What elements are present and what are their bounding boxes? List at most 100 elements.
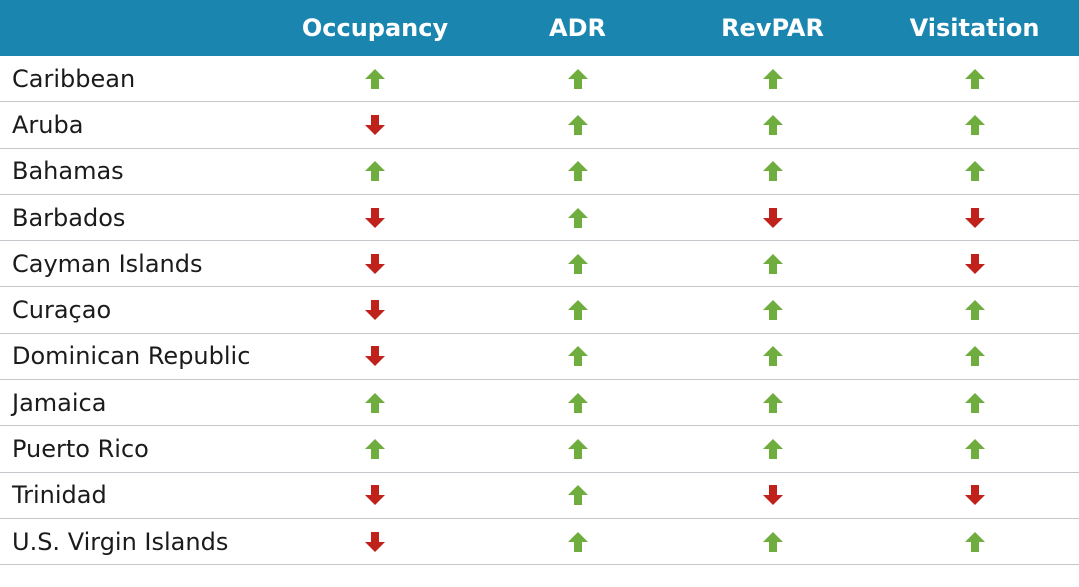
arrow-up-icon — [567, 392, 588, 413]
arrow-up-icon — [567, 253, 588, 274]
arrow-down-icon — [762, 485, 783, 506]
cell-occupancy — [270, 483, 480, 507]
cell-revpar — [675, 113, 870, 137]
region-label: Puerto Rico — [12, 435, 149, 464]
cell-visitation — [870, 252, 1079, 276]
cell-adr — [480, 391, 675, 415]
cell-adr — [480, 483, 675, 507]
region-label: Cayman Islands — [12, 249, 203, 278]
cell-visitation — [870, 159, 1079, 183]
table-row: Bahamas — [0, 149, 1079, 195]
arrow-up-icon — [567, 346, 588, 367]
cell-revpar — [675, 67, 870, 91]
cell-occupancy — [270, 252, 480, 276]
region-label: Jamaica — [12, 388, 107, 417]
arrow-up-icon — [964, 114, 985, 135]
arrow-up-icon — [964, 439, 985, 460]
cell-adr — [480, 298, 675, 322]
cell-revpar — [675, 391, 870, 415]
cell-occupancy — [270, 159, 480, 183]
cell-visitation — [870, 391, 1079, 415]
cell-adr — [480, 159, 675, 183]
arrow-up-icon — [567, 68, 588, 89]
region-label: U.S. Virgin Islands — [12, 527, 229, 556]
arrow-down-icon — [762, 207, 783, 228]
cell-occupancy — [270, 391, 480, 415]
cell-adr — [480, 206, 675, 230]
region-label: Caribbean — [12, 64, 136, 93]
region-label: Bahamas — [12, 157, 124, 186]
cell-revpar — [675, 298, 870, 322]
arrow-down-icon — [964, 207, 985, 228]
cell-adr — [480, 67, 675, 91]
arrow-up-icon — [567, 439, 588, 460]
cell-occupancy — [270, 530, 480, 554]
cell-occupancy — [270, 113, 480, 137]
arrow-up-icon — [567, 207, 588, 228]
table-row: Puerto Rico — [0, 426, 1079, 473]
arrow-up-icon — [762, 300, 783, 321]
cell-adr — [480, 530, 675, 554]
cell-visitation — [870, 437, 1079, 461]
arrow-down-icon — [365, 207, 385, 228]
arrow-up-icon — [567, 114, 588, 135]
cell-revpar — [675, 159, 870, 183]
arrow-down-icon — [964, 253, 985, 274]
cell-visitation — [870, 483, 1079, 507]
cell-revpar — [675, 344, 870, 368]
trend-table: Occupancy ADR RevPAR Visitation Caribbea… — [0, 0, 1079, 566]
arrow-up-icon — [964, 300, 985, 321]
table-row: Caribbean — [0, 56, 1079, 103]
region-label: Dominican Republic — [12, 342, 251, 371]
cell-adr — [480, 437, 675, 461]
arrow-up-icon — [762, 114, 783, 135]
arrow-up-icon — [365, 161, 385, 182]
cell-adr — [480, 252, 675, 276]
region-label: Trinidad — [12, 481, 107, 510]
arrow-down-icon — [365, 485, 385, 506]
cell-visitation — [870, 344, 1079, 368]
arrow-down-icon — [365, 114, 385, 135]
cell-revpar — [675, 252, 870, 276]
arrow-up-icon — [567, 531, 588, 552]
arrow-down-icon — [964, 485, 985, 506]
region-label: Curaçao — [12, 296, 112, 325]
cell-occupancy — [270, 437, 480, 461]
arrow-up-icon — [762, 68, 783, 89]
table-header: Occupancy ADR RevPAR Visitation — [0, 0, 1079, 56]
arrow-up-icon — [964, 346, 985, 367]
cell-visitation — [870, 67, 1079, 91]
region-label: Barbados — [12, 203, 126, 232]
arrow-up-icon — [365, 439, 385, 460]
arrow-up-icon — [964, 531, 985, 552]
arrow-up-icon — [365, 68, 385, 89]
region-label: Aruba — [12, 110, 84, 139]
table-row: Aruba — [0, 102, 1079, 149]
cell-adr — [480, 113, 675, 137]
header-adr: ADR — [549, 14, 606, 42]
cell-occupancy — [270, 298, 480, 322]
table-row: U.S. Virgin Islands — [0, 519, 1079, 566]
cell-revpar — [675, 437, 870, 461]
arrow-up-icon — [762, 346, 783, 367]
arrow-up-icon — [762, 439, 783, 460]
arrow-down-icon — [365, 346, 385, 367]
cell-visitation — [870, 298, 1079, 322]
arrow-up-icon — [762, 531, 783, 552]
cell-visitation — [870, 530, 1079, 554]
cell-occupancy — [270, 344, 480, 368]
table-row: Curaçao — [0, 287, 1079, 334]
arrow-up-icon — [567, 300, 588, 321]
header-revpar: RevPAR — [721, 14, 824, 42]
arrow-up-icon — [762, 392, 783, 413]
table-row: Jamaica — [0, 380, 1079, 427]
arrow-down-icon — [365, 531, 385, 552]
cell-occupancy — [270, 206, 480, 230]
table-body: Caribbean Aruba Bahamas Barbados Cayman Isla… — [0, 56, 1079, 566]
header-occupancy: Occupancy — [301, 14, 449, 42]
arrow-up-icon — [762, 253, 783, 274]
arrow-down-icon — [365, 300, 385, 321]
arrow-up-icon — [567, 161, 588, 182]
cell-occupancy — [270, 67, 480, 91]
cell-revpar — [675, 530, 870, 554]
